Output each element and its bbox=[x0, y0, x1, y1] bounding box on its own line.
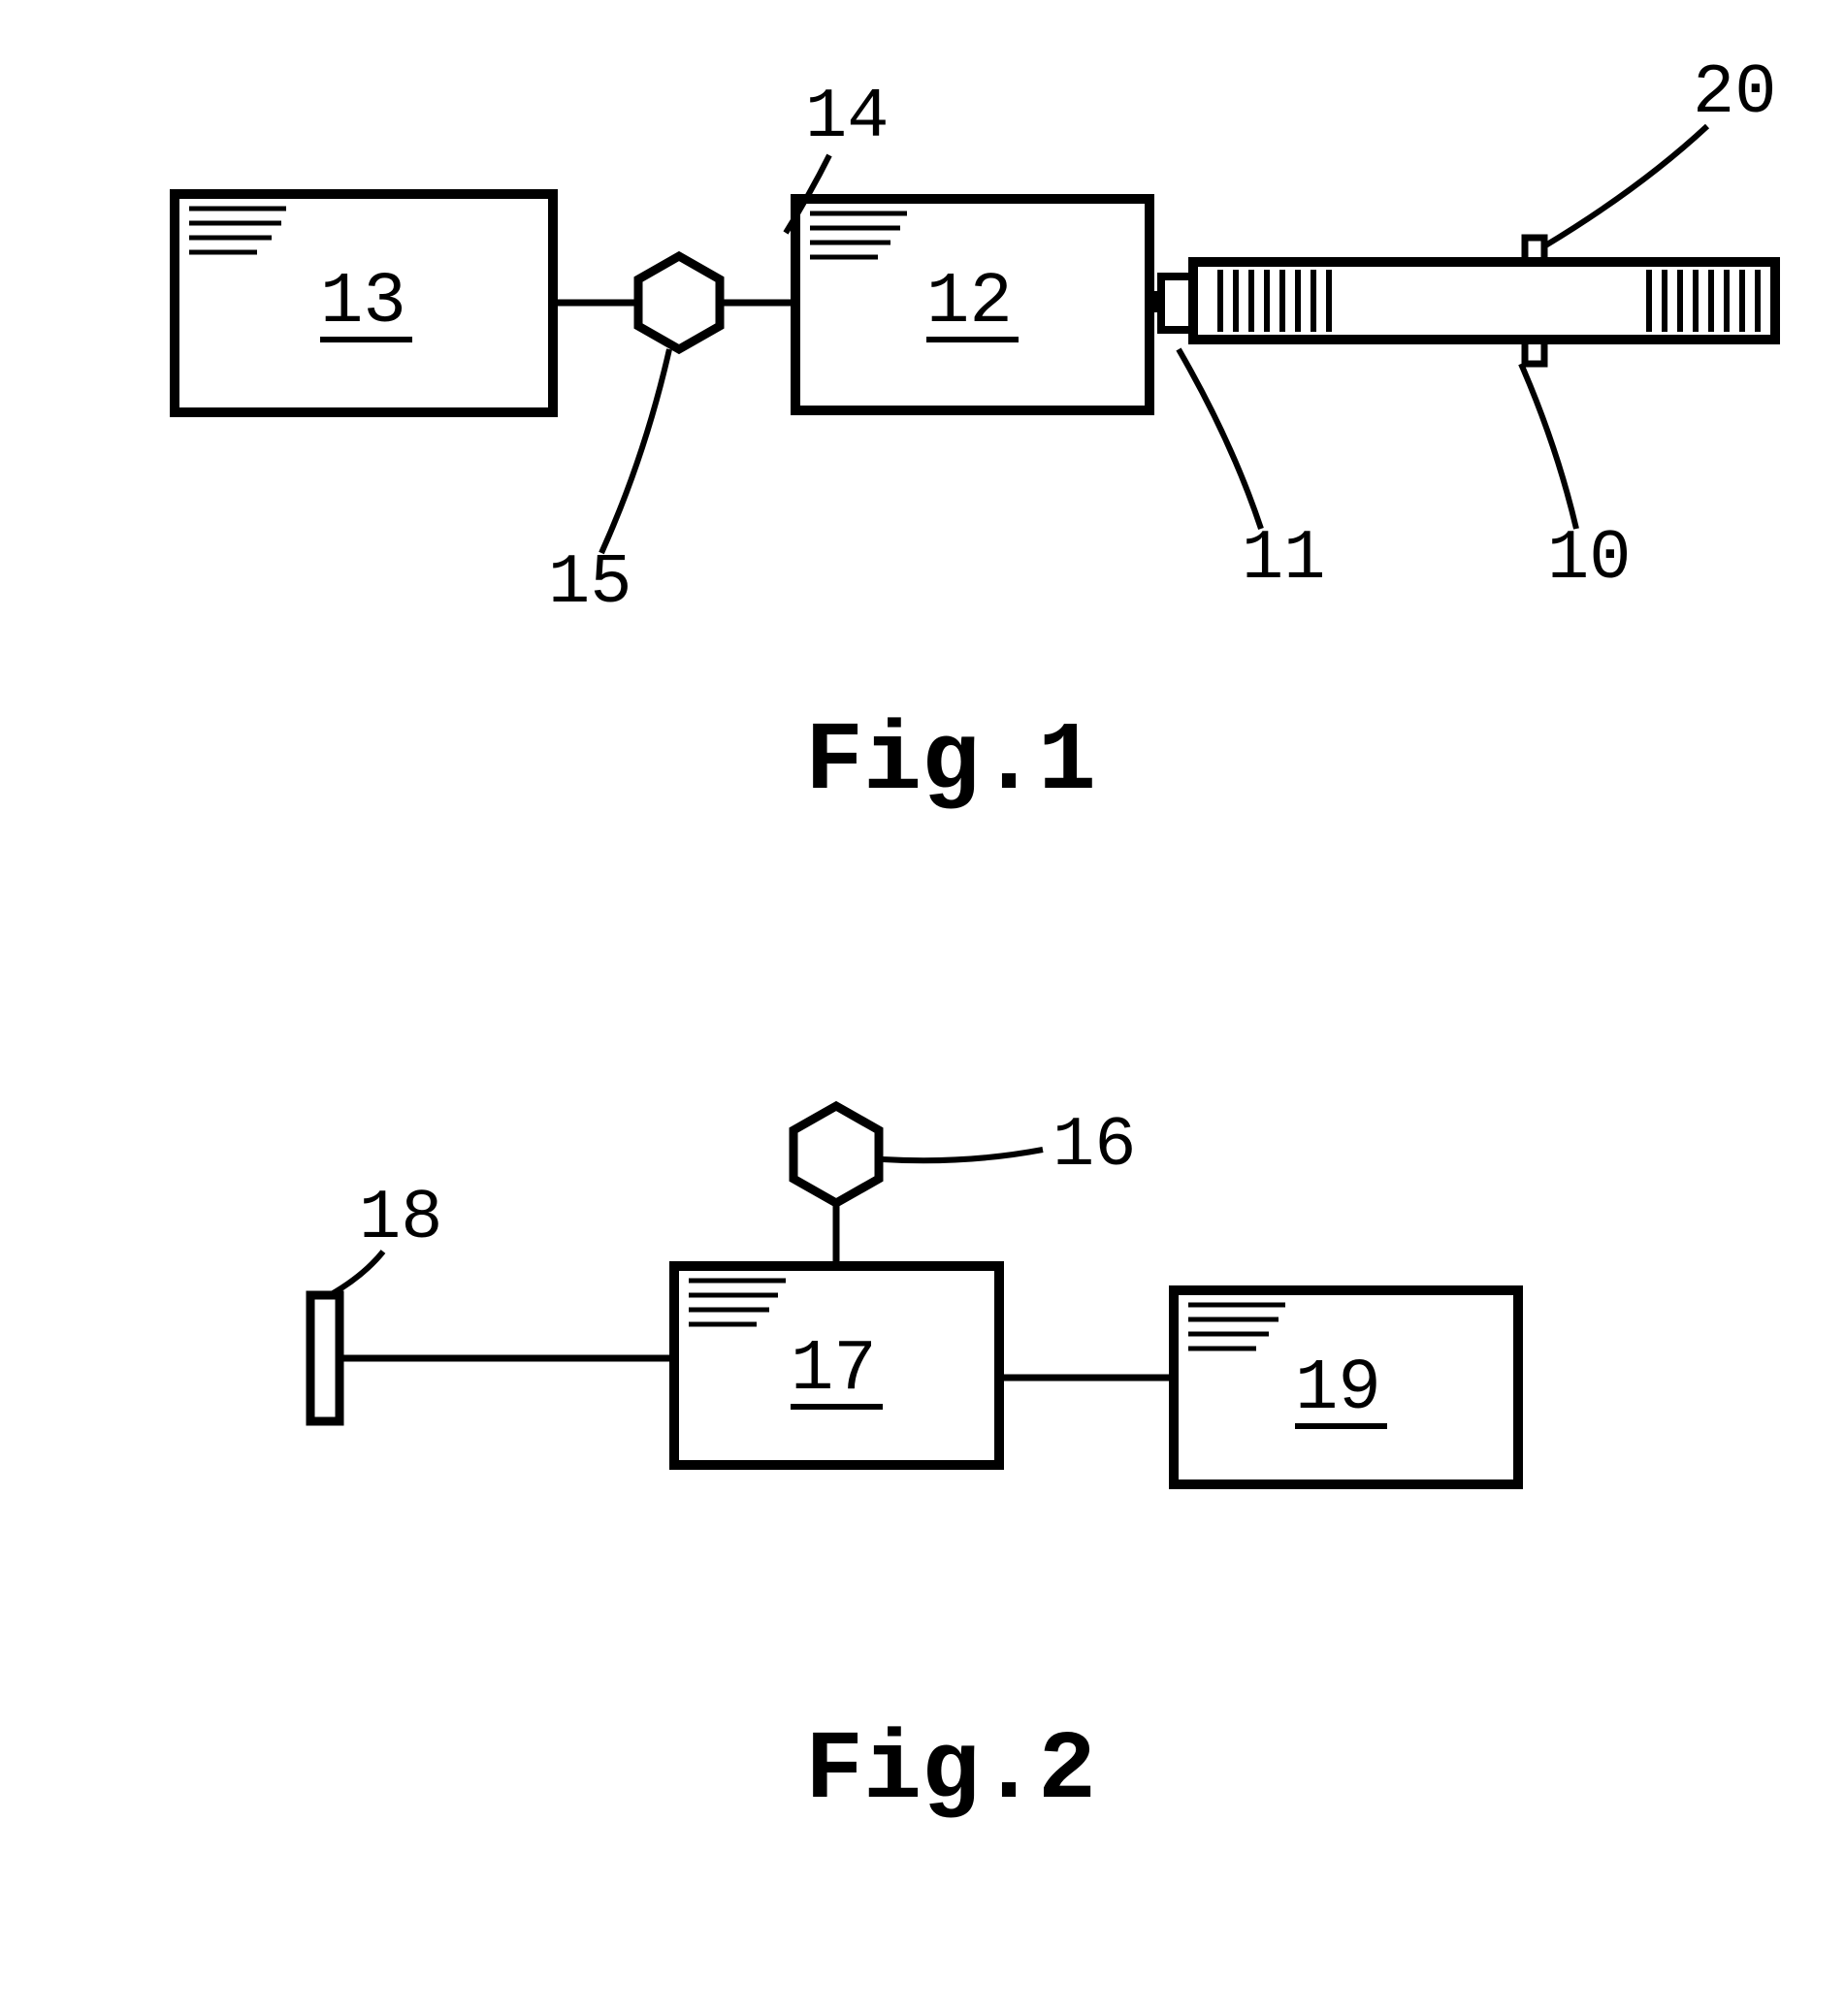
fig1-leader-15 bbox=[601, 349, 669, 553]
fig1-callout-15: 15 bbox=[548, 543, 631, 623]
fig1-leader-11 bbox=[1179, 349, 1261, 529]
fig1-box-12-hatch bbox=[810, 213, 907, 257]
fig1-hex-15 bbox=[638, 256, 720, 349]
fig1-box-12-label: 12 bbox=[926, 262, 1013, 343]
fig1-callout-20: 20 bbox=[1693, 53, 1776, 133]
fig1-callout-14: 14 bbox=[805, 78, 889, 157]
fig2-callout-16: 16 bbox=[1052, 1106, 1136, 1186]
fig2-box-19-hatch bbox=[1188, 1305, 1285, 1349]
fig2-label: Fig.2 bbox=[805, 1717, 1096, 1827]
fig2-leader-16 bbox=[883, 1150, 1043, 1160]
fig1-label: Fig.1 bbox=[805, 708, 1096, 818]
fig2-callout-18: 18 bbox=[359, 1179, 442, 1258]
fig1-leader-10 bbox=[1521, 364, 1576, 529]
diagram-svg bbox=[0, 0, 1845, 2016]
fig1-leader-20 bbox=[1542, 126, 1707, 247]
fig1-box-13-hatch bbox=[189, 209, 286, 252]
fig2-box-17-hatch bbox=[689, 1281, 786, 1324]
fig1-slot-hatch-right bbox=[1649, 270, 1758, 332]
fig1-callout-10: 10 bbox=[1547, 519, 1631, 599]
fig2-box-17-label: 17 bbox=[791, 1329, 877, 1411]
fig2-bar-18 bbox=[310, 1295, 340, 1421]
fig1-box-13-label: 13 bbox=[320, 262, 406, 343]
fig2-hex-16 bbox=[793, 1106, 879, 1203]
diagram-page: 13 12 17 19 14 20 15 11 10 16 18 Fig.1 F… bbox=[0, 0, 1845, 2016]
fig1-slot-hatch-left bbox=[1220, 270, 1329, 332]
fig2-box-19-label: 19 bbox=[1295, 1349, 1381, 1430]
fig1-callout-11: 11 bbox=[1242, 519, 1325, 599]
